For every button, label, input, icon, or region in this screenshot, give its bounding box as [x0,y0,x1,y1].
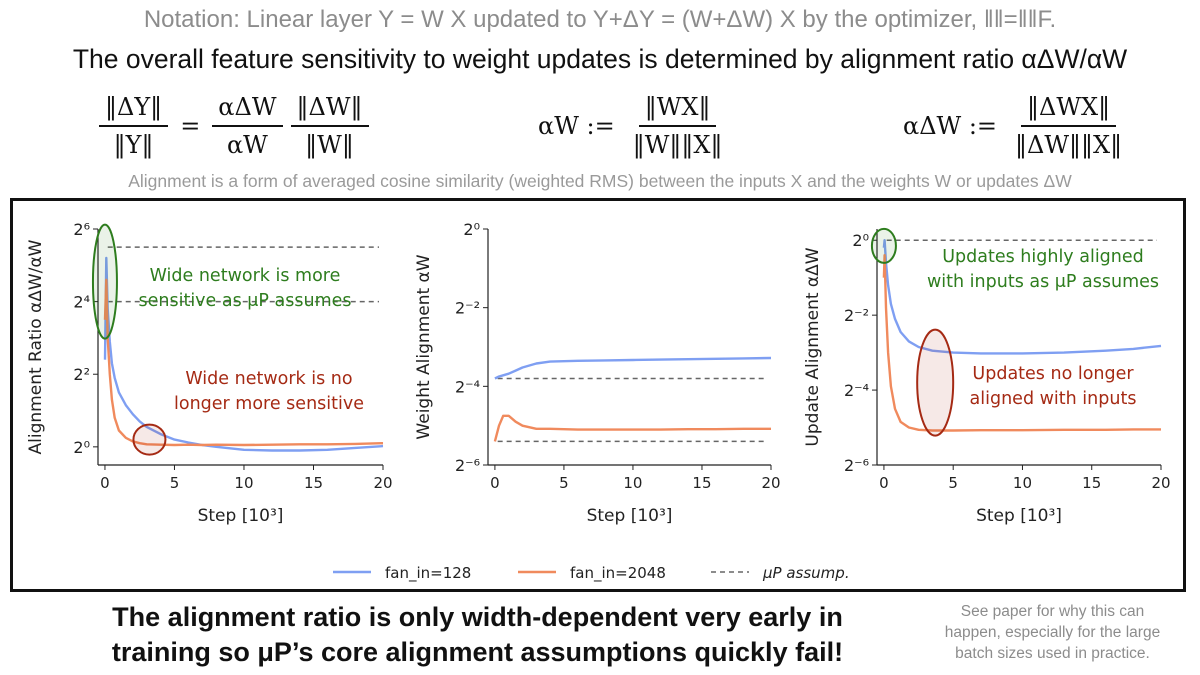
y-tick-label: 2⁰ [852,231,869,250]
legend-label-mup: μP assump. [762,564,850,582]
x-tick-label: 5 [170,474,180,492]
eq-alpha-denominator: αW [226,131,268,159]
y-tick-label: 2⁻² [844,306,869,325]
y-tick-label: 2⁻² [455,299,480,318]
eq-alpha-w-denominator: ‖W‖‖X‖ [632,131,723,159]
legend: fan_in=128 fan_in=2048 μP assump. [333,564,850,583]
x-tick-label: 20 [373,474,392,492]
equation-alpha-dw: αΔW := ‖ΔWX‖ ‖ΔW‖‖X‖ [895,88,1132,164]
y-tick-label: 2² [73,365,90,384]
eq-alpha-dw-denominator: ‖ΔW‖‖X‖ [1015,131,1123,159]
paper-note: See paper for why this can happen, espec… [915,601,1190,664]
x-tick-label: 5 [948,474,958,492]
eq-equals: = [180,112,201,140]
series-line-fan-in-128 [103,256,384,452]
eq-norm-denominator: ‖W‖ [305,131,354,159]
y-axis-label: Update Alignment αΔW [803,247,823,446]
eq-alpha-dw-fraction: ‖ΔWX‖ ‖ΔW‖‖X‖ [1009,93,1128,159]
equation-alpha-w: αW := ‖WX‖ ‖W‖‖X‖ [530,88,732,164]
weight-alignment-plot: 0 5 10 15 20 2⁻⁶ 2⁻⁴ 2⁻² 2⁰ Step [10³] Weight Alig… [414,220,781,526]
x-tick-label: 10 [234,474,253,492]
y-axis-label: Weight Alignment αW [414,254,434,439]
series-line-fan-in-2048 [882,254,1161,432]
x-tick-label: 0 [100,474,110,492]
x-tick-label: 10 [1013,474,1032,492]
conclusion-line-2: training so μP’s core alignment assumpti… [111,637,844,667]
legend-label-fan-in-2048: fan_in=2048 [570,564,666,583]
eq-lhs-fraction: ‖ΔY‖ ‖Y‖ [99,93,169,159]
annotation-no-longer-1: Wide network is no [185,369,352,389]
charts-svg: 0 5 10 15 20 2⁰ 2² 2⁴ 2⁶ Step [10³] Alignment Rati… [26,220,1171,583]
conclusion: The alignment ratio is only width-depend… [60,600,895,670]
series-line-fan-in-2048 [493,414,771,442]
highlight-ellipse-late [132,423,167,456]
notation-text: Notation: Linear layer Y = W X updated t… [143,6,1057,33]
headline: The overall feature sensitivity to weigh… [72,44,1128,74]
eq-alpha-w-fraction: ‖WX‖ ‖W‖‖X‖ [627,93,729,159]
x-tick-label: 0 [490,474,500,492]
x-axis-label: Step [10³] [976,506,1062,526]
highlight-ellipse-early [91,223,118,340]
x-tick-label: 20 [761,474,780,492]
eq-alpha-w-lhs: αW := [538,112,615,140]
y-tick-label: 2⁻⁶ [455,456,480,475]
x-tick-label: 10 [623,474,642,492]
x-tick-label: 15 [692,474,711,492]
legend-label-fan-in-128: fan_in=128 [385,564,471,583]
x-axis-label: Step [10³] [198,506,284,526]
annotation-not-aligned-2: aligned with inputs [970,389,1137,409]
figure-frame: 0 5 10 15 20 2⁰ 2² 2⁴ 2⁶ Step [10³] Alignment Rati… [10,198,1186,592]
conclusion-line-1: The alignment ratio is only width-depend… [112,602,843,632]
alignment-ratio-plot: 0 5 10 15 20 2⁰ 2² 2⁴ 2⁶ Step [10³] Alignment Rati… [26,220,393,526]
eq-norm-fraction: ‖ΔW‖ ‖W‖ [290,93,369,159]
eq-alpha-numerator: αΔW [212,93,283,127]
y-tick-label: 2⁶ [73,220,90,239]
highlight-ellipse-early [870,227,897,264]
y-tick-label: 2⁻⁴ [844,381,869,400]
y-tick-label: 2⁰ [463,220,480,239]
eq-lhs-denominator: ‖Y‖ [113,131,154,159]
annotation-highly-aligned-2: with inputs as μP assumes [927,272,1159,292]
paper-note-line-1: See paper for why this can [960,603,1145,620]
annotation-more-sensitive-1: Wide network is more [150,266,341,286]
annotation-not-aligned-1: Updates no longer [972,364,1134,384]
annotation-highly-aligned-1: Updates highly aligned [942,247,1144,267]
alignment-explainer: Alignment is a form of averaged cosine s… [128,171,1072,191]
y-tick-label: 2⁻⁶ [844,456,869,475]
eq-alpha-fraction: αΔW αW [212,93,283,159]
equation-ratio: ‖ΔY‖ ‖Y‖ = αΔW αW ‖ΔW‖ ‖W‖ [95,88,373,164]
x-tick-label: 20 [1151,474,1170,492]
highlight-ellipse-late [916,328,955,437]
y-tick-label: 2⁻⁴ [455,377,480,396]
series-line-fan-in-128 [882,239,1162,355]
y-tick-label: 2⁴ [73,293,90,312]
eq-lhs-numerator: ‖ΔY‖ [99,93,169,127]
x-tick-label: 15 [304,474,323,492]
update-alignment-plot: 0 5 10 15 20 2⁻⁶ 2⁻⁴ 2⁻² 2⁰ Step [10³] Update Alig… [803,227,1171,526]
x-tick-label: 0 [879,474,889,492]
eq-alpha-dw-lhs: αΔW := [903,112,998,140]
x-tick-label: 5 [559,474,569,492]
x-axis-label: Step [10³] [587,506,673,526]
annotation-no-longer-2: longer more sensitive [174,394,364,414]
x-tick-label: 15 [1082,474,1101,492]
y-tick-label: 2⁰ [73,438,90,457]
eq-alpha-dw-numerator: ‖ΔWX‖ [1021,93,1117,127]
paper-note-line-2: happen, especially for the large [944,624,1161,641]
series-line-fan-in-128 [494,356,772,380]
paper-note-line-3: batch sizes used in practice. [955,645,1150,662]
annotation-more-sensitive-2: sensitive as μP assumes [139,291,352,311]
series-line-fan-in-2048 [103,278,384,447]
y-axis-label: Alignment Ratio αΔW/αW [26,239,46,454]
eq-norm-numerator: ‖ΔW‖ [290,93,369,127]
eq-alpha-w-numerator: ‖WX‖ [638,93,717,127]
